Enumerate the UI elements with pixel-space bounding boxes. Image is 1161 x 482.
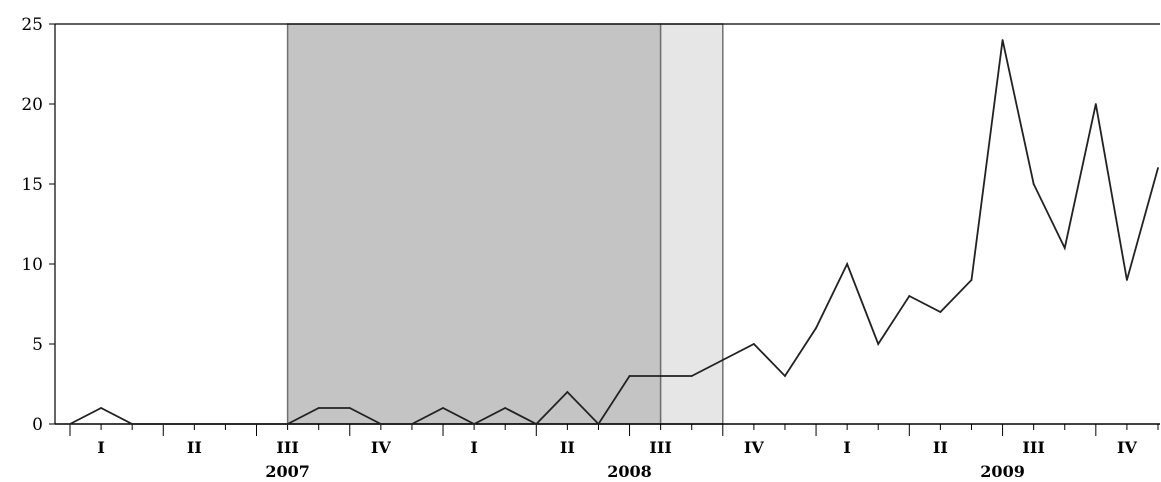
data-point: [752, 343, 755, 345]
y-tick-label: 10: [21, 255, 43, 275]
data-point: [659, 375, 662, 377]
data-point: [939, 311, 942, 313]
data-point: [69, 423, 71, 425]
data-point: [908, 295, 911, 297]
series-line: [69, 39, 1159, 426]
data-point: [690, 375, 693, 377]
data-point: [721, 359, 724, 361]
data-point: [1001, 39, 1004, 41]
quarter-label: II: [187, 438, 202, 457]
data-point: [411, 423, 413, 425]
data-point: [566, 391, 569, 393]
year-label: 2009: [980, 462, 1025, 481]
year-label: 2007: [265, 462, 310, 481]
data-point: [100, 407, 102, 409]
data-point: [846, 263, 849, 265]
y-tick-label: 15: [21, 175, 43, 195]
shaded-region-1: [286, 23, 662, 425]
data-point: [784, 375, 786, 377]
series-group: [69, 39, 1159, 426]
quarter-label: III: [276, 438, 298, 457]
data-point: [131, 423, 134, 425]
y-axis: 0 5 10 15 20 25: [21, 15, 55, 435]
quarter-label: IV: [744, 438, 764, 457]
data-point: [1094, 103, 1097, 105]
quarter-label: II: [933, 438, 948, 457]
y-tick-label: 0: [32, 415, 43, 435]
data-point: [535, 423, 538, 425]
data-point: [379, 423, 382, 425]
quarter-label: I: [843, 438, 850, 457]
data-point: [1126, 279, 1128, 281]
y-tick-label: 25: [21, 15, 43, 35]
quarter-label: IV: [371, 438, 391, 457]
data-point: [877, 343, 880, 345]
data-point: [597, 423, 600, 425]
data-point: [1157, 167, 1159, 169]
data-point: [162, 423, 165, 425]
y-tick-label: 5: [32, 335, 43, 355]
year-label: 2008: [607, 462, 652, 481]
data-point: [970, 279, 973, 281]
shaded-regions: [286, 23, 724, 425]
data-point: [286, 423, 289, 425]
data-point: [255, 423, 258, 425]
quarter-label: III: [1022, 438, 1044, 457]
quarter-label: I: [97, 438, 104, 457]
data-point: [193, 423, 196, 425]
quarter-label: IV: [1117, 438, 1137, 457]
y-tick-label: 20: [21, 95, 43, 115]
quarter-label: II: [560, 438, 575, 457]
quarter-label: III: [649, 438, 671, 457]
data-point: [628, 375, 631, 377]
data-point: [224, 423, 227, 425]
data-point: [504, 407, 507, 409]
data-point: [442, 407, 444, 409]
data-point: [815, 327, 817, 329]
data-point: [1063, 247, 1066, 249]
data-point: [317, 407, 320, 409]
data-point: [348, 407, 351, 409]
data-point: [1032, 183, 1035, 185]
shaded-region-2: [659, 23, 724, 425]
data-point: [473, 423, 476, 425]
quarter-label: I: [470, 438, 477, 457]
